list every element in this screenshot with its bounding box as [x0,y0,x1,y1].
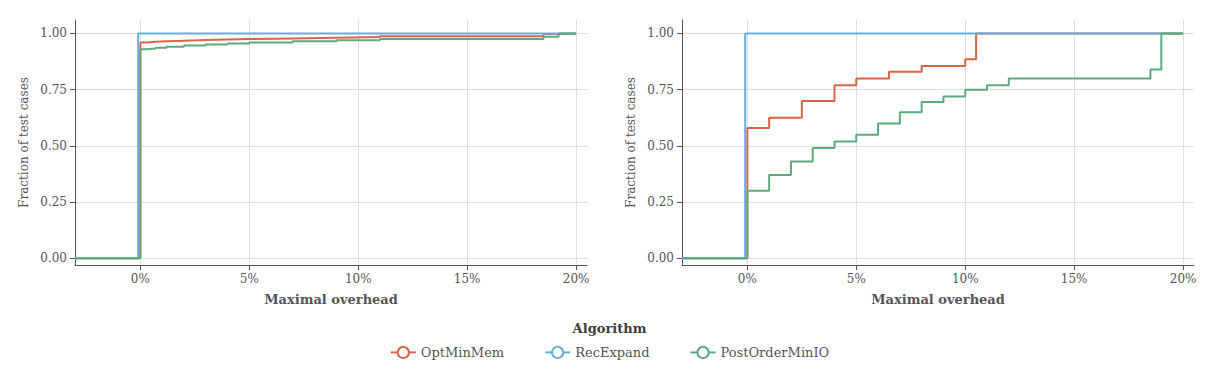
svg-text:0.50: 0.50 [647,139,674,153]
svg-text:0.00: 0.00 [647,251,674,265]
svg-text:0.75: 0.75 [40,83,67,97]
svg-text:20%: 20% [563,272,590,286]
svg-text:Fraction of test cases: Fraction of test cases [17,77,31,208]
svg-text:Fraction of test cases: Fraction of test cases [624,77,638,208]
svg-text:OptMinMem: OptMinMem [421,345,504,360]
svg-text:15%: 15% [1061,272,1088,286]
svg-text:10%: 10% [952,272,979,286]
svg-text:20%: 20% [1170,272,1197,286]
svg-text:0.50: 0.50 [40,139,67,153]
svg-text:0.75: 0.75 [647,83,674,97]
svg-text:15%: 15% [454,272,481,286]
svg-text:1.00: 1.00 [647,26,674,40]
svg-text:Algorithm: Algorithm [572,321,647,336]
svg-text:1.00: 1.00 [40,26,67,40]
svg-text:PostOrderMinIO: PostOrderMinIO [721,345,830,360]
svg-text:Maximal overhead: Maximal overhead [264,292,398,307]
svg-text:0%: 0% [131,272,150,286]
svg-text:0%: 0% [738,272,757,286]
svg-text:Maximal overhead: Maximal overhead [871,292,1005,307]
svg-text:0.25: 0.25 [647,195,674,209]
svg-text:0.25: 0.25 [40,195,67,209]
svg-text:RecExpand: RecExpand [575,345,649,360]
svg-text:0.00: 0.00 [40,251,67,265]
svg-text:10%: 10% [345,272,372,286]
svg-text:5%: 5% [240,272,259,286]
svg-text:5%: 5% [847,272,866,286]
